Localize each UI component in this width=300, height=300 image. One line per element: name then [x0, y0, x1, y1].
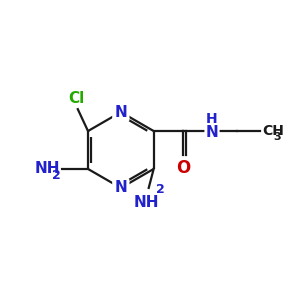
Text: 2: 2 — [52, 169, 61, 182]
Text: NH: NH — [34, 161, 60, 176]
Text: N: N — [115, 180, 127, 195]
Text: O: O — [176, 159, 190, 177]
Text: 2: 2 — [156, 184, 165, 196]
Text: N: N — [206, 125, 218, 140]
Text: H: H — [206, 112, 218, 126]
Text: 3: 3 — [274, 132, 281, 142]
Text: CH: CH — [262, 124, 284, 138]
Text: N: N — [115, 105, 127, 120]
Text: Cl: Cl — [68, 91, 85, 106]
Text: NH: NH — [134, 195, 159, 210]
